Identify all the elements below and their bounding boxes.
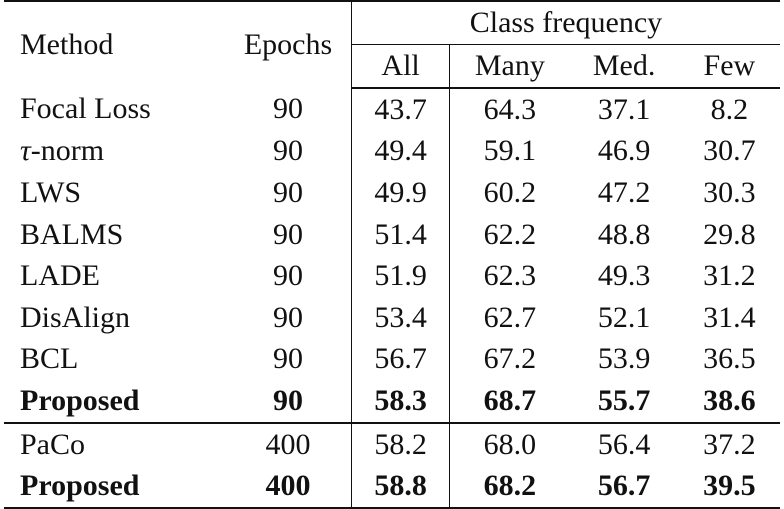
header-all: All [351, 44, 451, 89]
all-cell: 51.9 [351, 255, 451, 297]
med-cell: 53.9 [597, 342, 651, 376]
many-cell: 62.7 [483, 300, 537, 334]
all-cell: 58.3 [351, 380, 451, 423]
table-row: LWS 90 49.9 60.2 47.2 30.3 [4, 172, 780, 214]
few-cell: 31.2 [703, 259, 756, 293]
method-cell: LWS [20, 175, 82, 209]
all-cell: 49.9 [351, 172, 451, 214]
table-row: Proposed 90 58.3 68.7 55.7 38.6 [4, 380, 780, 423]
many-cell: 67.2 [483, 342, 537, 376]
table-row: DisAlign 90 53.4 62.7 52.1 31.4 [4, 296, 780, 339]
table-row: PaCo 400 58.2 68.0 56.4 37.2 [4, 421, 780, 466]
method-cell: PaCo [4, 421, 226, 466]
few-cell: 30.3 [703, 175, 756, 209]
few-cell: 29.8 [703, 217, 756, 251]
header-many: Many [449, 44, 570, 89]
epochs-cell: 90 [225, 172, 352, 214]
few-cell: 37.2 [678, 421, 780, 466]
med-cell: 49.3 [597, 259, 651, 293]
all-cell: 53.4 [351, 296, 451, 339]
table-row: Focal Loss 90 43.7 64.3 37.1 8.2 [4, 88, 780, 131]
epochs-cell: 90 [225, 338, 352, 381]
few-cell: 30.7 [703, 134, 756, 168]
table-row: BALMS 90 51.4 62.2 48.8 29.8 [4, 213, 780, 256]
med-cell: 55.7 [597, 383, 651, 417]
few-cell: 31.4 [703, 300, 756, 334]
all-cell: 58.2 [351, 421, 451, 466]
method-cell: LADE [20, 259, 100, 293]
method-cell: Focal Loss [20, 92, 151, 126]
epochs-cell: 90 [225, 296, 352, 339]
med-cell: 56.4 [569, 421, 679, 466]
tau-symbol: τ [20, 134, 31, 168]
many-cell: 64.3 [483, 92, 537, 126]
med-cell: 48.8 [597, 217, 651, 251]
table-row: LADE 90 51.9 62.3 49.3 31.2 [4, 255, 780, 297]
method-cell: BCL [20, 342, 79, 376]
header-epochs: Epochs [225, 0, 352, 88]
method-cell: Proposed [4, 465, 226, 509]
header-method: Method [4, 0, 226, 88]
epochs-cell: 90 [225, 255, 352, 297]
all-cell: 43.7 [351, 88, 451, 131]
few-cell: 8.2 [710, 92, 749, 126]
med-cell: 52.1 [597, 300, 651, 334]
method-cell: DisAlign [20, 300, 131, 334]
epochs-cell: 90 [225, 88, 352, 131]
table-row: Proposed 400 58.8 68.2 56.7 39.5 [4, 465, 780, 509]
method-cell: BALMS [20, 217, 124, 251]
med-cell: 46.9 [597, 134, 651, 168]
med-cell: 37.1 [597, 92, 651, 126]
med-cell: 56.7 [569, 465, 679, 509]
few-cell: 39.5 [678, 465, 780, 509]
many-cell: 62.2 [483, 217, 537, 251]
many-cell: 60.2 [483, 175, 537, 209]
all-cell: 49.4 [351, 130, 451, 173]
epochs-cell: 90 [225, 213, 352, 256]
epochs-cell: 90 [225, 380, 352, 423]
med-cell: 47.2 [597, 175, 651, 209]
results-table: Method Epochs Class frequency All Many M… [4, 0, 780, 509]
many-cell: 68.7 [483, 383, 537, 417]
epochs-cell: 400 [225, 465, 352, 509]
header-med: Med. [569, 44, 679, 89]
header-few: Few [678, 44, 780, 89]
all-cell: 51.4 [351, 213, 451, 256]
many-cell: 62.3 [483, 259, 537, 293]
many-cell: 68.2 [449, 465, 570, 509]
table-row: τ-norm 90 49.4 59.1 46.9 30.7 [4, 130, 780, 173]
many-cell: 59.1 [483, 134, 537, 168]
header-class-frequency: Class frequency [351, 0, 780, 45]
epochs-cell: 90 [225, 130, 352, 173]
epochs-cell: 400 [225, 421, 352, 466]
all-cell: 58.8 [351, 465, 451, 509]
method-cell: Proposed [20, 383, 140, 417]
method-cell: τ-norm [4, 131, 225, 173]
many-cell: 68.0 [449, 421, 570, 466]
few-cell: 38.6 [703, 383, 756, 417]
all-cell: 56.7 [351, 338, 451, 381]
few-cell: 36.5 [703, 342, 756, 376]
table-row: BCL 90 56.7 67.2 53.9 36.5 [4, 338, 780, 381]
method-label: -norm [30, 134, 105, 168]
